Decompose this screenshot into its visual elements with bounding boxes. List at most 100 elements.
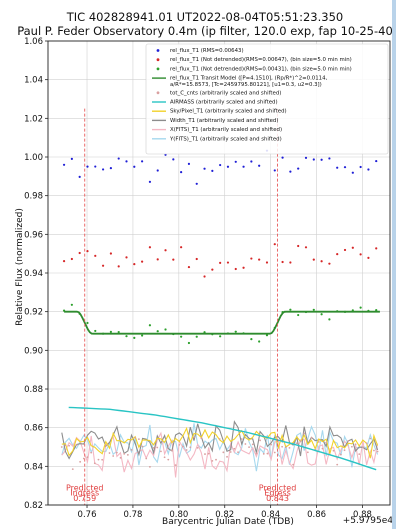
not-detrended-binned-point [297,313,300,317]
y-tick-label: 0.98 [24,192,43,202]
legend-label: rel_flux_T1 (Not detrended)(RMS=0.00647)… [170,57,352,63]
rel-flux-point [219,163,222,167]
not-detrended-binned-point [328,318,331,321]
not-detrended-point [297,244,300,248]
x-offset-label: +5.9795e4 [343,516,394,526]
rel-flux-point [117,157,120,160]
tot-c-cnts-point [189,446,192,449]
tot-c-cnts-point [255,452,258,455]
rel-flux-point [78,175,81,178]
legend-box [145,43,389,155]
tot-c-cnts-point [163,456,166,459]
tot-c-cnts-point [233,447,236,450]
tot-c-cnts-point [376,450,379,453]
predicted-label-kind: Ingress [70,489,99,498]
x-tick-label: 0.76 [78,510,97,520]
tot-c-cnts-point [244,443,247,445]
rel-flux-point [304,156,308,159]
tot-c-cnts-point [262,452,265,455]
y-tick-label: 0.90 [24,346,43,356]
not-detrended-binned-point [250,338,253,341]
not-detrended-point [289,261,292,264]
predicted-label: Predicted [259,484,297,493]
tot-c-cnts-point [137,438,140,441]
rel-flux-point [195,182,198,185]
not-detrended-binned-point [125,335,128,338]
rel-flux-point [351,171,354,174]
rel-flux-point [234,160,237,163]
rel-flux-point [109,167,112,170]
tot-c-cnts-point [339,453,342,456]
legend-label: rel_flux_T1 (Not detrended)(RMS=0.00431)… [170,66,352,72]
not-detrended-binned-point [359,306,362,309]
not-detrended-binned-point [141,334,144,337]
not-detrended-point [148,246,152,249]
tot-c-cnts-point [178,443,181,446]
not-detrended-point [281,260,284,264]
not-detrended-binned-point [258,340,261,343]
x-axis-label: Barycentric Julian Date (TDB) [162,517,294,527]
rel-flux-point [62,163,66,166]
tot-c-cnts-point [248,446,250,449]
tot-c-cnts-point [93,462,96,465]
tot-c-cnts-point [149,466,151,468]
not-detrended-point [164,249,167,252]
not-detrended-binned-point [133,336,136,339]
tot-c-cnts-point [273,451,276,454]
tot-c-cnts-point [266,452,269,455]
not-detrended-point [101,264,105,267]
not-detrended-binned-point [156,330,159,333]
legend-label: Width_T1 (arbitrarily scaled and shifted… [170,118,278,124]
airmass-line [68,406,377,471]
not-detrended-point [367,256,370,259]
not-detrended-binned-point [234,330,237,333]
not-detrended-point [242,266,245,269]
rel-flux-point [156,169,159,172]
tot-c-cnts-point [358,453,361,456]
tot-c-cnts-point [207,452,210,455]
tot-c-cnts-point [284,446,287,449]
not-detrended-binned-point [219,335,222,338]
not-detrended-binned-point [320,313,323,316]
plot-area: PredictedIngress0.759PredictedEgress0.84… [24,37,391,520]
tot-c-cnts-point [185,449,188,451]
y-tick-label: 0.92 [24,308,43,318]
tot-c-cnts-point [115,451,118,454]
not-detrended-point [156,258,159,261]
tot-c-cnts-point [204,453,206,455]
legend-label: tot_C_cnts (arbitrarily scaled and shift… [170,90,281,96]
tot-c-cnts-point [362,446,364,449]
tot-c-cnts-point [75,444,78,446]
tot-c-cnts-point [211,459,214,462]
tot-c-cnts-point [321,447,324,450]
not-detrended-point [328,262,331,265]
tot-c-cnts-point [299,440,302,443]
not-detrended-point [78,251,81,255]
rel-flux-point [180,171,183,174]
predicted-label-kind: Egress [264,489,291,498]
tot-c-cnts-point [325,441,328,444]
tot-c-cnts-point [167,458,170,461]
not-detrended-point [70,257,73,261]
tot-c-cnts-point [237,451,239,454]
rel-flux-point [141,160,144,163]
tot-c-cnts-point [193,436,195,439]
rel-flux-point [258,164,261,167]
not-detrended-point [304,246,308,249]
tot-c-cnts-point [343,449,346,452]
rel-flux-point [273,169,276,172]
legend-label: rel_flux_T1 (RMS=0.00643) [170,48,244,54]
tot-c-cnts-point [306,451,309,454]
not-detrended-point [86,250,89,253]
transit-model-line [64,310,380,335]
tot-c-cnts-point [182,445,184,448]
tot-c-cnts-point [240,438,243,440]
tot-c-cnts-point [310,436,313,439]
rel-flux-point [242,165,245,168]
not-detrended-binned-point [94,329,97,333]
predicted-label: Predicted [66,484,104,493]
tot-c-cnts-point [82,457,85,460]
rel-flux-point [343,166,347,169]
not-detrended-point [336,253,339,256]
